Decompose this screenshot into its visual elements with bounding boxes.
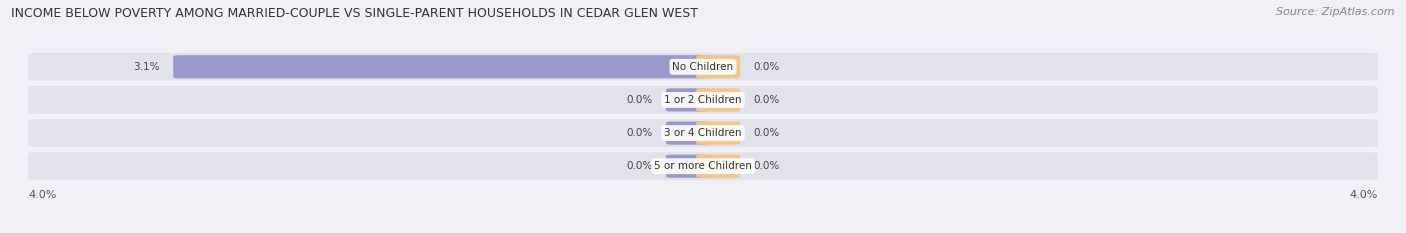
Text: 4.0%: 4.0% — [1350, 190, 1378, 200]
Text: No Children: No Children — [672, 62, 734, 72]
FancyBboxPatch shape — [666, 88, 710, 112]
Text: 3.1%: 3.1% — [134, 62, 160, 72]
FancyBboxPatch shape — [28, 152, 1378, 180]
FancyBboxPatch shape — [666, 155, 710, 178]
Text: INCOME BELOW POVERTY AMONG MARRIED-COUPLE VS SINGLE-PARENT HOUSEHOLDS IN CEDAR G: INCOME BELOW POVERTY AMONG MARRIED-COUPL… — [11, 7, 699, 20]
FancyBboxPatch shape — [28, 53, 1378, 81]
Text: 0.0%: 0.0% — [754, 62, 780, 72]
FancyBboxPatch shape — [696, 155, 740, 178]
FancyBboxPatch shape — [696, 121, 740, 145]
FancyBboxPatch shape — [696, 55, 740, 78]
Text: Source: ZipAtlas.com: Source: ZipAtlas.com — [1277, 7, 1395, 17]
FancyBboxPatch shape — [28, 119, 1378, 147]
Text: 0.0%: 0.0% — [626, 161, 652, 171]
Text: 1 or 2 Children: 1 or 2 Children — [664, 95, 742, 105]
FancyBboxPatch shape — [696, 88, 740, 112]
Text: 3 or 4 Children: 3 or 4 Children — [664, 128, 742, 138]
Text: 0.0%: 0.0% — [754, 161, 780, 171]
Text: 4.0%: 4.0% — [28, 190, 56, 200]
Text: 0.0%: 0.0% — [754, 128, 780, 138]
FancyBboxPatch shape — [28, 86, 1378, 114]
Text: 0.0%: 0.0% — [754, 95, 780, 105]
FancyBboxPatch shape — [173, 55, 710, 78]
FancyBboxPatch shape — [666, 121, 710, 145]
Text: 5 or more Children: 5 or more Children — [654, 161, 752, 171]
Text: 0.0%: 0.0% — [626, 95, 652, 105]
Text: 0.0%: 0.0% — [626, 128, 652, 138]
